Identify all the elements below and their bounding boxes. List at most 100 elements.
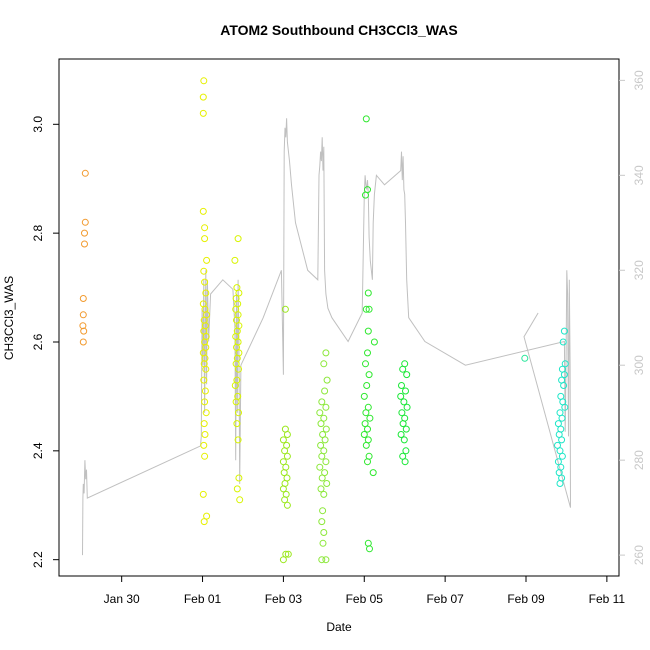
data-point [556, 480, 564, 487]
data-point [81, 169, 89, 177]
data-point [366, 414, 374, 422]
data-point [558, 414, 566, 422]
data-point [319, 539, 327, 547]
data-point [318, 398, 326, 406]
data-point [560, 382, 568, 389]
data-point [521, 354, 529, 362]
data-point [403, 371, 411, 379]
data-point [399, 365, 407, 373]
x-tick-label: Feb 05 [346, 592, 384, 606]
points-layer [79, 77, 569, 564]
data-point [234, 436, 242, 444]
y-tick-label: 2.8 [31, 224, 45, 241]
data-point [201, 387, 209, 395]
y2-tick-label: 360 [632, 70, 646, 90]
data-point [364, 458, 371, 466]
y-tick-label: 2.4 [31, 442, 45, 459]
data-point [362, 115, 370, 123]
data-point [201, 431, 209, 438]
data-point [284, 550, 292, 558]
data-point [397, 392, 405, 400]
y-axis-label: CH3CCl3_WAS [2, 276, 16, 360]
data-point [316, 409, 324, 417]
data-point [398, 382, 405, 389]
data-point [317, 420, 325, 428]
data-point [201, 452, 209, 460]
data-point [199, 207, 207, 215]
data-point [279, 556, 287, 564]
data-point [79, 311, 87, 319]
data-point [561, 403, 569, 411]
data-point [323, 480, 331, 487]
data-point [559, 338, 567, 346]
data-point [283, 431, 291, 438]
y-tick-label: 2.2 [31, 551, 45, 568]
data-point [279, 485, 287, 493]
data-point [322, 425, 330, 433]
data-point [202, 343, 210, 351]
data-point [362, 191, 369, 199]
data-point [319, 507, 327, 515]
data-point [323, 376, 331, 384]
data-point [200, 267, 208, 275]
data-point [203, 256, 211, 264]
data-point [81, 240, 88, 248]
data-point [369, 469, 377, 477]
data-point [199, 490, 207, 498]
data-point [320, 490, 328, 498]
data-point [202, 409, 210, 417]
data-point [364, 327, 372, 335]
data-point [320, 360, 328, 368]
data-point [279, 436, 287, 444]
data-point [200, 518, 208, 526]
data-point [363, 382, 371, 389]
data-point [233, 485, 241, 493]
data-point [318, 452, 326, 460]
x-tick-label: Feb 03 [265, 592, 303, 606]
data-point [79, 322, 87, 330]
data-point [200, 376, 208, 384]
data-point [560, 327, 568, 335]
data-point [199, 93, 207, 101]
data-point [231, 256, 239, 264]
data-point [232, 398, 240, 406]
data-point [320, 529, 328, 536]
data-point [81, 218, 89, 226]
data-point [365, 371, 373, 379]
y2-tick-label: 300 [632, 355, 646, 375]
data-point [366, 545, 373, 553]
data-point [231, 382, 239, 389]
data-point [199, 109, 207, 117]
data-point [201, 224, 209, 232]
data-point [202, 289, 210, 297]
data-point [80, 327, 88, 335]
data-point [79, 295, 87, 302]
data-point [362, 409, 370, 417]
data-point [364, 425, 371, 433]
data-point [234, 235, 242, 243]
data-point [318, 556, 326, 564]
data-point [235, 289, 243, 297]
axes-layer: Jan 30 Feb 01 Feb 03 Feb 05 Feb 07 Feb 09 Feb … [31, 70, 646, 606]
data-point [236, 496, 244, 504]
data-point [402, 425, 410, 433]
x-tick-label: Feb 01 [184, 592, 222, 606]
data-point [316, 463, 324, 471]
data-point [317, 441, 325, 449]
data-point [81, 229, 88, 237]
data-point [400, 436, 408, 444]
data-point [200, 441, 208, 449]
data-point [283, 452, 291, 460]
data-point [202, 365, 210, 373]
data-point [402, 447, 410, 455]
data-point [280, 469, 288, 477]
data-point [360, 431, 368, 438]
data-point [233, 420, 241, 428]
data-point [398, 409, 406, 417]
data-point [558, 436, 566, 444]
data-point [560, 371, 568, 379]
data-point [322, 556, 330, 564]
y-tick-label: 2.6 [31, 333, 45, 350]
